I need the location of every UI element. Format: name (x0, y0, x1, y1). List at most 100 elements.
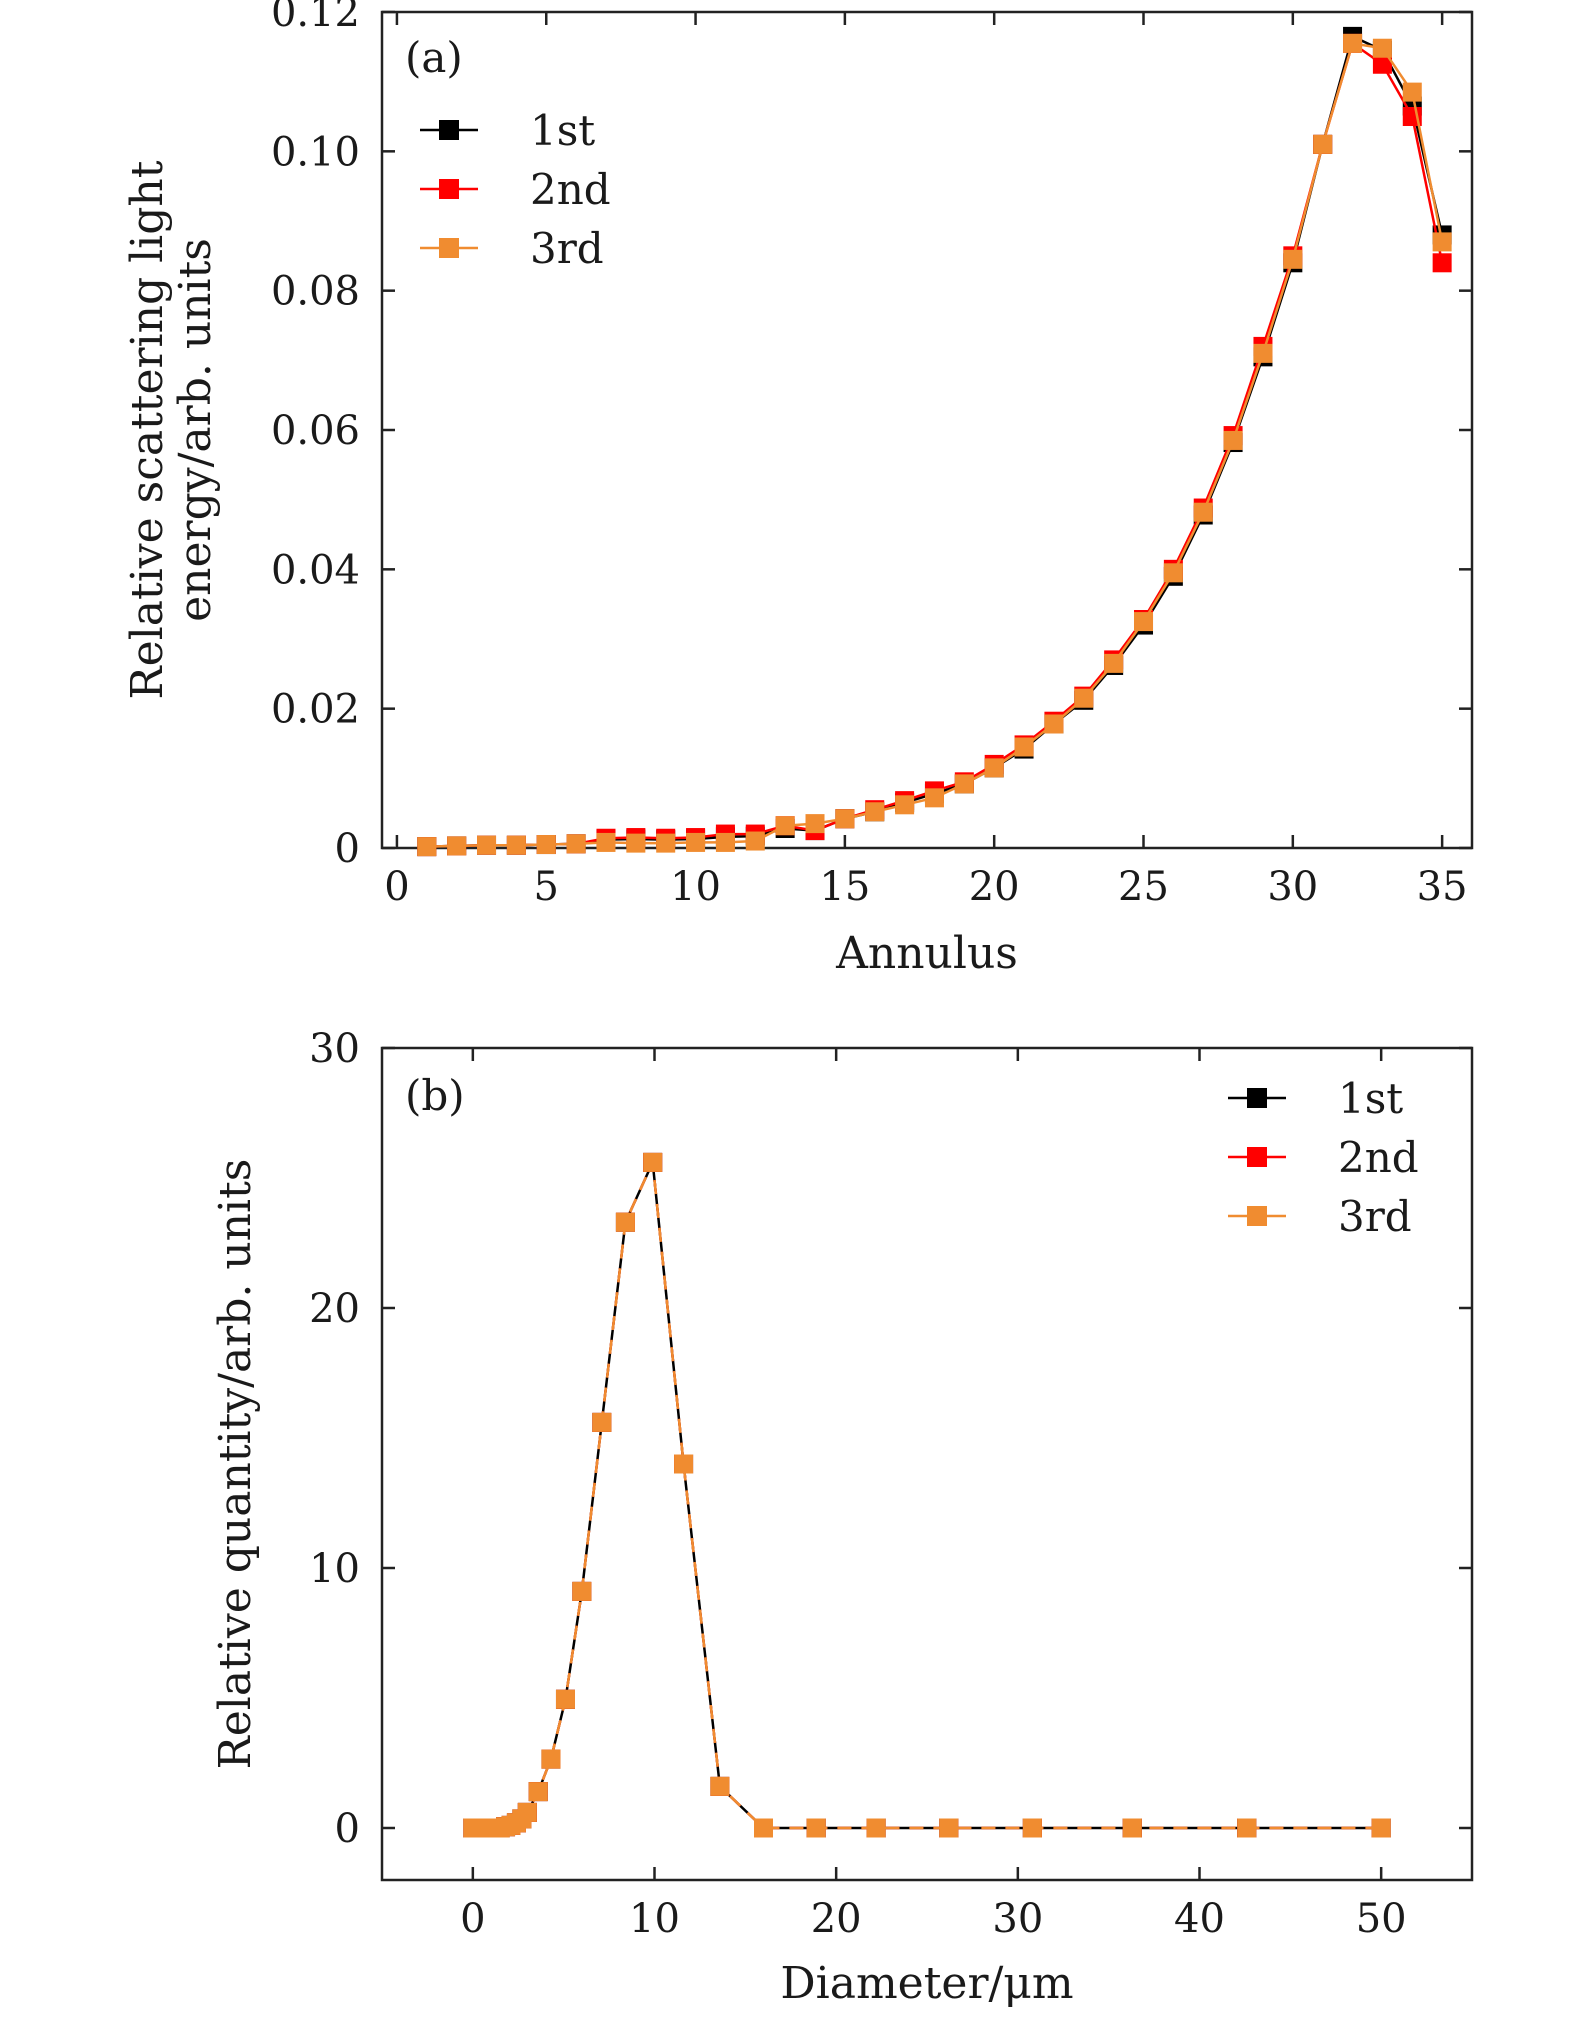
y-tick-label-b: 30 (309, 1026, 360, 1072)
x-tick-label-a: 25 (1118, 864, 1169, 910)
series-line-3rd-b (472, 1157, 1382, 1830)
data-point-3rd-a (1283, 249, 1303, 269)
data-point-3rd-b (572, 1581, 592, 1601)
y-tick-label-a: 0.10 (271, 129, 360, 175)
data-point-3rd-b (939, 1818, 959, 1838)
data-point-3rd-a (984, 758, 1004, 778)
data-point-2nd-a (1372, 54, 1392, 74)
data-point-3rd-b (1237, 1818, 1257, 1838)
data-point-3rd-a (954, 774, 974, 794)
data-point-3rd-a (536, 835, 556, 855)
data-point-3rd-b (643, 1152, 663, 1172)
data-point-3rd-b (674, 1454, 694, 1474)
data-point-3rd-b (1022, 1818, 1042, 1838)
data-point-3rd-a (1134, 612, 1154, 632)
data-point-3rd-a (506, 835, 526, 855)
data-point-3rd-a (1313, 134, 1333, 154)
x-tick-label-b: 20 (811, 1896, 862, 1942)
data-point-3rd-b (1122, 1818, 1142, 1838)
series-line-1st-a (426, 34, 1444, 848)
legend-label-1st-a: 1st (530, 106, 595, 155)
x-tick-label-a: 20 (969, 864, 1020, 910)
data-point-3rd-a (805, 814, 825, 834)
data-point-3rd-b (615, 1212, 635, 1232)
data-point-3rd-a (1044, 714, 1064, 734)
series-line-2nd-b (472, 1157, 1382, 1830)
legend-marker-1st-a (439, 120, 459, 140)
x-tick-label-b: 30 (992, 1896, 1043, 1942)
y-tick-label-a: 0.08 (271, 269, 360, 315)
x-tick-label-a: 15 (819, 864, 870, 910)
series-3rd-b (463, 1152, 1391, 1838)
plot-frame-b (380, 1046, 1474, 1882)
x-tick-label-a: 0 (384, 864, 409, 910)
x-tick-label-a: 30 (1267, 864, 1318, 910)
data-point-3rd-a (566, 834, 586, 854)
legend-marker-2nd-b (1247, 1147, 1267, 1167)
legend-marker-2nd-a (439, 179, 459, 199)
data-point-3rd-a (1402, 82, 1422, 102)
data-point-3rd-a (715, 832, 735, 852)
legend-label-2nd-b: 2nd (1338, 1133, 1419, 1182)
data-point-3rd-a (1104, 653, 1124, 673)
series-line-2nd-a (426, 41, 1444, 848)
data-point-3rd-a (686, 832, 706, 852)
data-point-3rd-b (1371, 1818, 1391, 1838)
panel-label-a: (a) (405, 33, 463, 82)
x-axis-title-a: Annulus (835, 928, 1018, 979)
y-tick-label-a: 0.04 (271, 547, 360, 593)
data-point-3rd-a (1253, 343, 1273, 363)
data-point-3rd-b (866, 1818, 886, 1838)
data-point-3rd-a (1014, 737, 1034, 757)
legend-label-1st-b: 1st (1338, 1074, 1403, 1123)
legend-label-3rd-a: 3rd (530, 224, 604, 273)
legend-marker-1st-b (1247, 1088, 1267, 1108)
data-point-3rd-b (710, 1776, 730, 1796)
panel-a-chart: 0 5 10 15 20 25 30 35 0 0.02 0.04 0.06 0.08 0.10 0.12 A… (122, 0, 1474, 979)
legend-label-3rd-b: 3rd (1338, 1192, 1412, 1241)
data-point-3rd-a (835, 809, 855, 829)
data-point-3rd-a (477, 835, 497, 855)
y-tick-label-a: 0.06 (271, 408, 360, 454)
x-tick-label-b: 40 (1174, 1896, 1225, 1942)
legend-b: 1st 2nd 3rd (1228, 1074, 1419, 1241)
x-axis-title-b: Diameter/μm (780, 1958, 1073, 2009)
y-tick-label-a: 0 (335, 826, 360, 872)
x-tick-label-a: 35 (1417, 864, 1468, 910)
x-tick-label-b: 50 (1356, 1896, 1407, 1942)
data-point-3rd-a (626, 833, 646, 853)
series-line-1st-b (472, 1157, 1382, 1830)
x-tick-label-b: 0 (460, 1896, 485, 1942)
y-axis-title-a: energy/arb. units (170, 238, 221, 622)
x-tick-label-a: 10 (670, 864, 721, 910)
legend-a: 1st 2nd 3rd (420, 106, 611, 273)
data-point-3rd-a (1074, 688, 1094, 708)
data-point-3rd-a (1372, 38, 1392, 58)
data-point-3rd-b (555, 1689, 575, 1709)
data-point-3rd-a (895, 795, 915, 815)
x-tick-label-b: 10 (629, 1896, 680, 1942)
y-tick-label-a: 0.02 (271, 687, 360, 733)
data-point-3rd-a (1432, 232, 1452, 252)
y-tick-label-b: 0 (335, 1806, 360, 1852)
data-point-3rd-a (1163, 563, 1183, 583)
data-point-3rd-a (1193, 502, 1213, 522)
data-point-3rd-a (596, 832, 616, 852)
data-point-3rd-a (1343, 33, 1363, 53)
series-line-3rd-a (426, 41, 1444, 848)
x-tick-label-a: 5 (534, 864, 559, 910)
data-point-3rd-a (745, 831, 765, 851)
y-axis-title-a: Relative scattering light (122, 160, 173, 699)
data-point-3rd-b (541, 1749, 561, 1769)
panel-b-chart: 0 10 20 30 40 50 0 10 20 30 Diameter/μm Relative qu… (210, 1026, 1474, 2009)
y-axis-title-b: Relative quantity/arb. units (210, 1159, 261, 1770)
data-point-3rd-b (517, 1802, 537, 1822)
series-3rd-a (417, 33, 1452, 857)
y-tick-label-b: 10 (309, 1546, 360, 1592)
data-point-3rd-a (656, 833, 676, 853)
series-2nd-a (417, 33, 1452, 857)
data-point-3rd-a (865, 802, 885, 822)
data-point-3rd-a (775, 816, 795, 836)
data-point-3rd-b (754, 1818, 773, 1838)
